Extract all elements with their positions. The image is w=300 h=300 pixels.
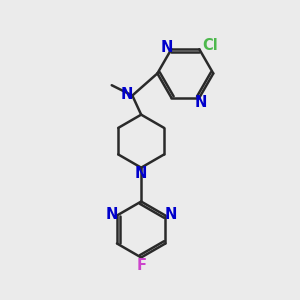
Text: F: F: [136, 258, 146, 273]
Text: N: N: [195, 94, 207, 110]
Text: N: N: [164, 206, 177, 221]
Text: Cl: Cl: [202, 38, 218, 53]
Text: N: N: [106, 206, 118, 221]
Text: N: N: [135, 166, 147, 181]
Text: N: N: [121, 87, 133, 102]
Text: N: N: [161, 40, 173, 55]
